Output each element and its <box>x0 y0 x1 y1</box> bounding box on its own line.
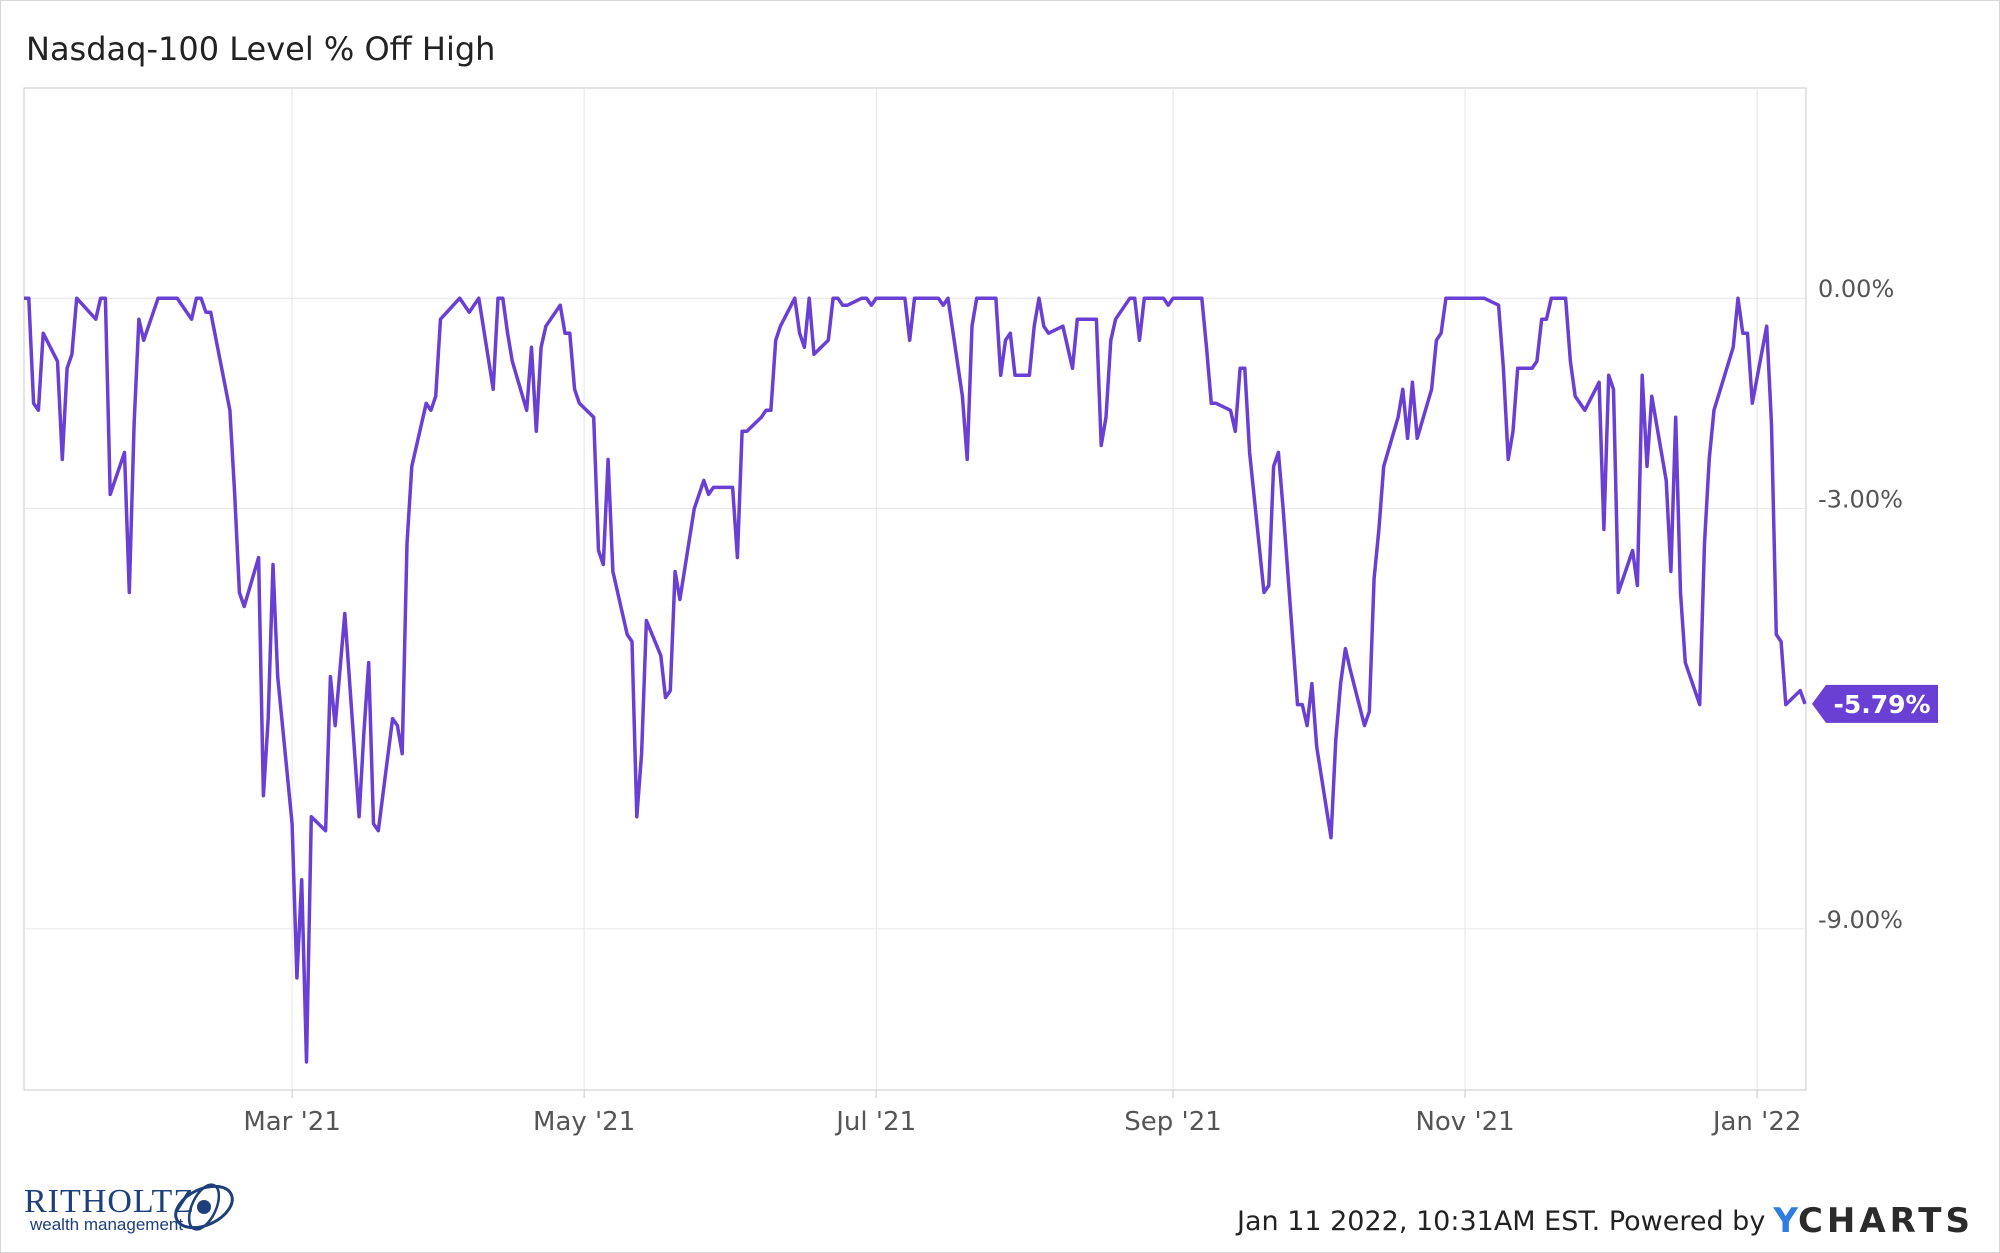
x-tick-label: May '21 <box>533 1107 635 1137</box>
ycharts-y: Y <box>1773 1201 1798 1241</box>
x-tick-label: Jan '22 <box>1711 1107 1802 1137</box>
x-tick-label: Sep '21 <box>1124 1107 1222 1137</box>
logo-sub: wealth management <box>30 1215 184 1234</box>
x-tick-label: Mar '21 <box>243 1107 341 1137</box>
ycharts-logo[interactable]: YCHARTS <box>1773 1201 1974 1241</box>
chart-title: Nasdaq-100 Level % Off High <box>26 30 496 68</box>
footer-credit: Jan 11 2022, 10:31AM EST. Powered by YCH… <box>1237 1201 1974 1241</box>
last-value-badge: -5.79% <box>1812 684 1938 723</box>
y-tick-label: -3.00% <box>1818 485 1903 513</box>
logo-name: RITHOLTZ <box>24 1183 196 1220</box>
last-value-badge-bg <box>1812 684 1938 723</box>
plot-area <box>23 87 1807 1091</box>
y-tick-label: 0.00% <box>1818 275 1894 303</box>
globe-icon <box>174 1183 234 1231</box>
ritholtz-logo: RITHOLTZ wealth management <box>24 1183 234 1235</box>
y-tick-label: -9.00% <box>1818 906 1903 934</box>
x-tick-label: Nov '21 <box>1415 1107 1514 1137</box>
ycharts-rest: CHARTS <box>1797 1201 1974 1241</box>
timestamp-text: Jan 11 2022, 10:31AM EST. Powered by <box>1236 1205 1766 1237</box>
x-tick-label: Jul '21 <box>834 1107 916 1137</box>
series-line <box>24 296 1807 1064</box>
last-value-label: -5.79% <box>1833 690 1930 719</box>
